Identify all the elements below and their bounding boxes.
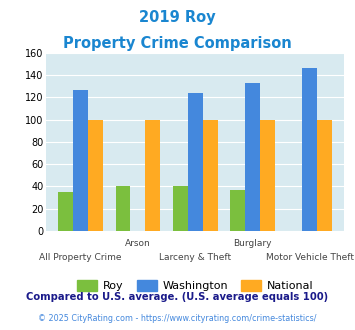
Bar <box>145 119 160 231</box>
Bar <box>245 83 260 231</box>
Text: Burglary: Burglary <box>233 239 272 248</box>
Text: © 2025 CityRating.com - https://www.cityrating.com/crime-statistics/: © 2025 CityRating.com - https://www.city… <box>38 314 317 323</box>
Bar <box>73 89 88 231</box>
Bar <box>173 186 188 231</box>
Bar <box>203 119 218 231</box>
Text: Arson: Arson <box>125 239 151 248</box>
Bar <box>302 68 317 231</box>
Text: Larceny & Theft: Larceny & Theft <box>159 253 231 262</box>
Legend: Roy, Washington, National: Roy, Washington, National <box>73 276 318 296</box>
Text: 2019 Roy: 2019 Roy <box>139 10 216 25</box>
Bar <box>88 119 103 231</box>
Bar <box>317 119 332 231</box>
Bar <box>58 192 73 231</box>
Text: Compared to U.S. average. (U.S. average equals 100): Compared to U.S. average. (U.S. average … <box>26 292 329 302</box>
Bar <box>188 93 203 231</box>
Bar <box>115 186 130 231</box>
Text: Property Crime Comparison: Property Crime Comparison <box>63 36 292 51</box>
Bar <box>260 119 275 231</box>
Text: All Property Crime: All Property Crime <box>39 253 122 262</box>
Text: Motor Vehicle Theft: Motor Vehicle Theft <box>266 253 354 262</box>
Bar <box>230 190 245 231</box>
